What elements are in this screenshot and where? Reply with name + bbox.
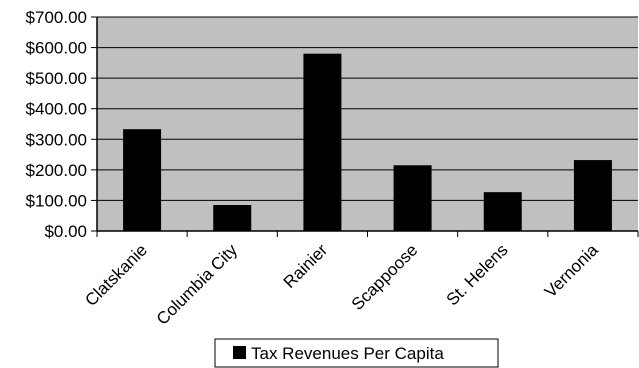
bars xyxy=(123,53,612,231)
legend-label: Tax Revenues Per Capita xyxy=(251,344,444,363)
legend-swatch xyxy=(233,346,246,359)
bar-clatskanie xyxy=(123,129,162,231)
x-category-label: Columbia City xyxy=(153,240,242,329)
x-category-label: Scappoose xyxy=(348,240,422,314)
x-category-label: Clatskanie xyxy=(81,240,151,310)
y-tick-label: $0.00 xyxy=(44,222,87,241)
bar-vernonia xyxy=(573,160,612,231)
y-tick-label: $700.00 xyxy=(26,8,87,27)
legend-box xyxy=(214,338,499,368)
y-axis-ticks xyxy=(91,16,97,232)
plot-area xyxy=(97,17,638,231)
bar-st-helens xyxy=(483,192,522,231)
bar-scappoose xyxy=(393,165,432,231)
x-category-label: St. Helens xyxy=(443,240,512,309)
x-axis-category-labels: Clatskanie Columbia City Rainier Scappoose S… xyxy=(81,240,602,329)
y-tick-label: $300.00 xyxy=(26,130,87,149)
y-tick-label: $600.00 xyxy=(26,39,87,58)
y-tick-label: $100.00 xyxy=(26,191,87,210)
y-tick-label: $500.00 xyxy=(26,69,87,88)
bar-rainier xyxy=(303,53,342,231)
y-tick-label: $400.00 xyxy=(26,100,87,119)
y-tick-label: $200.00 xyxy=(26,161,87,180)
x-category-label: Vernonia xyxy=(541,240,602,301)
legend: Tax Revenues Per Capita xyxy=(214,338,499,368)
y-axis-tick-labels: $0.00 $100.00 $200.00 $300.00 $400.00 $500.00… xyxy=(26,8,87,241)
bar-columbia-city xyxy=(213,205,252,231)
gridlines xyxy=(97,16,638,201)
x-category-label: Rainier xyxy=(280,240,332,292)
x-axis-ticks xyxy=(96,231,639,237)
